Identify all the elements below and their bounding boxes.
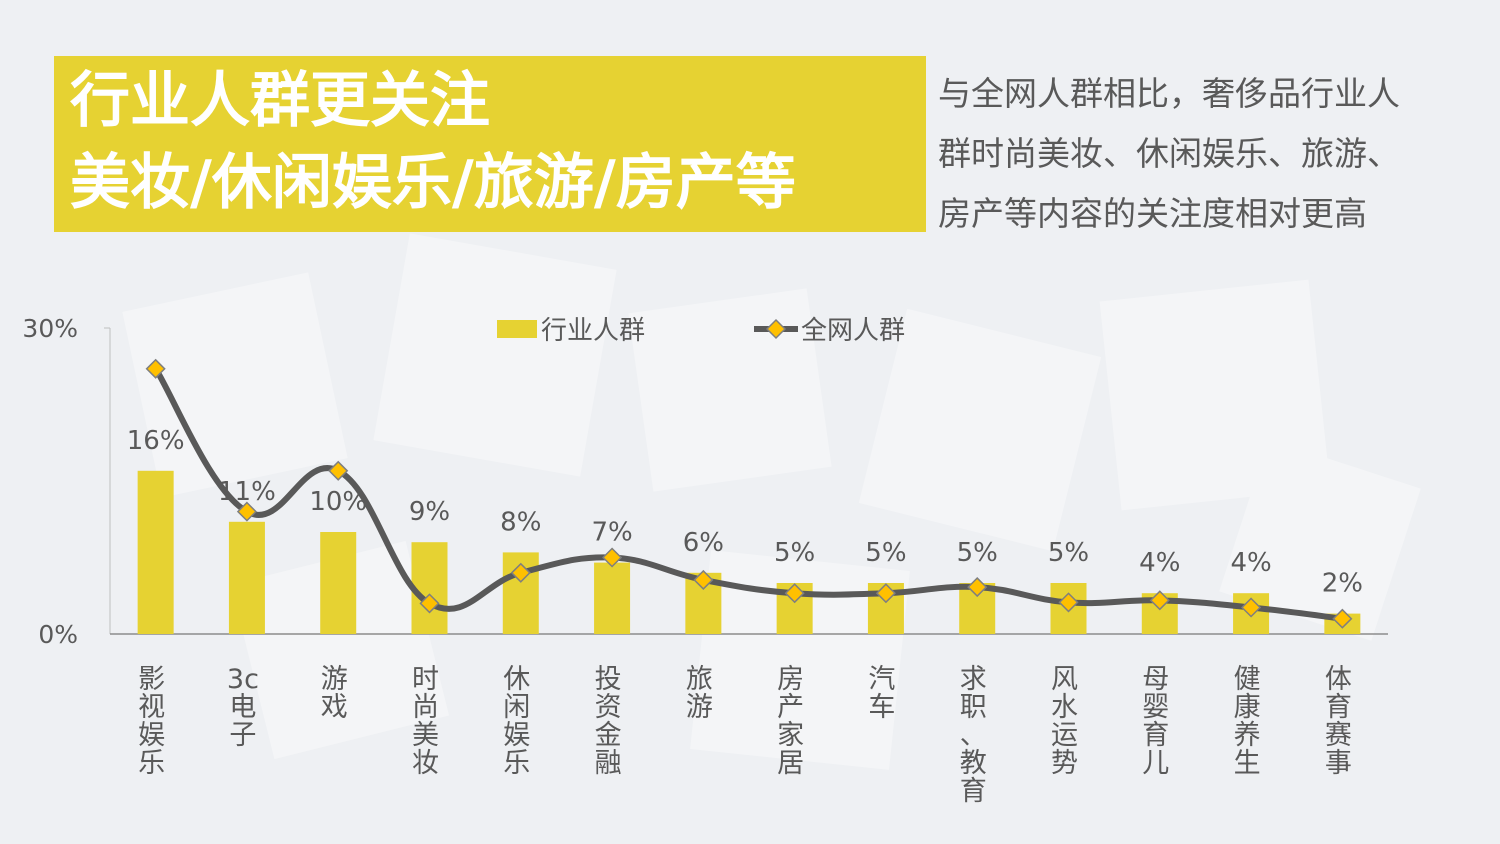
x-tick-label: 房产家居 <box>777 664 804 779</box>
legend-label-line: 全网人群 <box>801 316 905 346</box>
legend-swatch-bar <box>497 320 537 338</box>
x-tick-label: 影视娱乐 <box>138 664 165 779</box>
title-banner: 行业人群更关注 美妆/休闲娱乐/旅游/房产等 <box>54 56 926 232</box>
x-tick-label: 旅游 <box>686 664 713 723</box>
line-marker <box>328 460 349 481</box>
y-tick-label: 30% <box>22 314 78 343</box>
bar <box>594 562 631 634</box>
x-tick-label: 3c 电子 <box>227 664 259 751</box>
data-label: 5% <box>774 538 815 568</box>
y-tick-label: 0% <box>38 620 78 649</box>
line-marker <box>1241 597 1262 618</box>
data-label: 6% <box>683 528 724 558</box>
description-line-2: 群时尚美妆、休闲娱乐、旅游、 <box>938 134 1400 173</box>
legend-label-bar: 行业人群 <box>541 316 645 346</box>
legend-marker <box>765 318 787 340</box>
data-label: 2% <box>1322 569 1363 599</box>
line-marker <box>1058 592 1079 613</box>
bar <box>228 521 265 634</box>
data-label: 9% <box>409 497 450 527</box>
x-tick-label: 投资金融 <box>595 664 622 779</box>
bar <box>320 532 357 634</box>
x-tick-label: 风水运势 <box>1051 664 1078 779</box>
x-tick-label: 汽车 <box>868 664 895 723</box>
x-tick-label: 母婴育儿 <box>1142 664 1169 779</box>
line-marker <box>1149 590 1170 611</box>
x-tick-label: 游戏 <box>321 664 348 723</box>
bar <box>411 542 448 634</box>
line-marker <box>236 501 257 522</box>
line-marker <box>419 593 440 614</box>
data-label: 5% <box>865 538 906 568</box>
data-label: 4% <box>1139 548 1180 578</box>
data-label: 8% <box>500 507 541 537</box>
line-marker <box>1332 608 1353 629</box>
x-tick-label: 时尚美妆 <box>412 664 439 779</box>
data-label: 4% <box>1230 548 1271 578</box>
data-label: 16% <box>127 426 185 456</box>
x-tick-label: 休闲娱乐 <box>503 664 530 779</box>
line-marker <box>967 577 988 598</box>
line-marker <box>693 569 714 591</box>
line-marker <box>875 583 896 604</box>
data-label: 5% <box>1048 538 1089 568</box>
page-title-line-2: 美妆/休闲娱乐/旅游/房产等 <box>70 148 796 218</box>
bar <box>137 470 174 634</box>
description: 与全网人群相比，奢侈品行业人 群时尚美妆、休闲娱乐、旅游、 房产等内容的关注度相… <box>938 64 1438 244</box>
x-tick-label: 求职、教育 <box>960 664 987 807</box>
description-line-1: 与全网人群相比，奢侈品行业人 <box>938 74 1400 113</box>
line-marker <box>602 547 623 568</box>
x-tick-label: 体育赛事 <box>1325 664 1352 779</box>
line-marker <box>510 562 531 583</box>
description-line-3: 房产等内容的关注度相对更高 <box>938 194 1367 233</box>
data-label: 7% <box>591 518 632 548</box>
x-tick-label: 健康养生 <box>1234 664 1261 779</box>
data-label: 5% <box>957 538 998 568</box>
page-title-line-1: 行业人群更关注 <box>70 66 490 136</box>
line-marker <box>145 358 166 379</box>
line-marker <box>784 583 805 604</box>
